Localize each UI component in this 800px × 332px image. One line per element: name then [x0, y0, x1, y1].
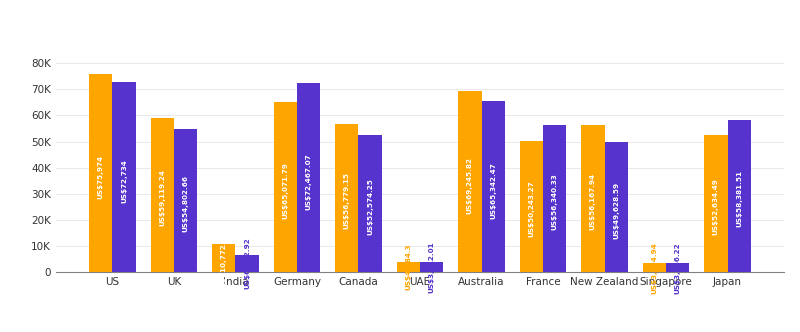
- Bar: [113, 82, 136, 272]
- Text: US$58,381.51: US$58,381.51: [736, 170, 742, 227]
- Bar: [704, 135, 727, 272]
- Text: US$75,974: US$75,974: [98, 155, 104, 199]
- Text: US$4,084.3: US$4,084.3: [406, 244, 411, 290]
- Text: US$56,340.33: US$56,340.33: [552, 173, 558, 230]
- Text: US$49,628.59: US$49,628.59: [614, 181, 619, 238]
- Text: US$56,779.15: US$56,779.15: [344, 173, 350, 229]
- Bar: [174, 129, 198, 272]
- Text: US$72,734: US$72,734: [121, 159, 127, 203]
- Bar: [358, 135, 382, 272]
- Text: US$52,634.49: US$52,634.49: [713, 178, 719, 235]
- Bar: [274, 102, 297, 272]
- Bar: [458, 91, 482, 272]
- Bar: [666, 264, 690, 272]
- Bar: [581, 125, 605, 272]
- Text: Average Salary: Business Analyst Vs Financial Analyst in US$: Average Salary: Business Analyst Vs Fina…: [12, 22, 538, 38]
- Text: US$65,071.79: US$65,071.79: [282, 162, 288, 219]
- Bar: [727, 120, 751, 272]
- Bar: [335, 124, 358, 272]
- Text: US$59,119.24: US$59,119.24: [159, 170, 166, 226]
- Text: US$3,346.22: US$3,346.22: [674, 242, 681, 294]
- Legend: Business Analyst, Financial Analyst: Business Analyst, Financial Analyst: [204, 330, 520, 332]
- Bar: [397, 262, 420, 272]
- Bar: [543, 125, 566, 272]
- Bar: [482, 101, 505, 272]
- Text: US$52,574.25: US$52,574.25: [367, 178, 373, 235]
- Bar: [150, 118, 174, 272]
- Bar: [235, 255, 259, 272]
- Text: US$54,802.66: US$54,802.66: [182, 175, 189, 232]
- Bar: [605, 142, 628, 272]
- Text: US$56,167.94: US$56,167.94: [590, 173, 596, 230]
- Bar: [520, 141, 543, 272]
- Bar: [420, 262, 443, 272]
- Text: US$72,467.07: US$72,467.07: [306, 153, 312, 209]
- Text: US$69,245.82: US$69,245.82: [467, 157, 473, 214]
- Text: US$3,812.01: US$3,812.01: [429, 241, 434, 293]
- Text: US$10,772.67: US$10,772.67: [221, 230, 226, 287]
- Bar: [297, 83, 320, 272]
- Text: US$6,732.92: US$6,732.92: [244, 238, 250, 289]
- Text: US$3,494.94: US$3,494.94: [651, 242, 658, 293]
- Text: US$65,342.47: US$65,342.47: [490, 162, 496, 218]
- Bar: [642, 263, 666, 272]
- Bar: [212, 244, 235, 272]
- Text: US$50,243.27: US$50,243.27: [528, 181, 534, 237]
- Bar: [89, 74, 113, 272]
